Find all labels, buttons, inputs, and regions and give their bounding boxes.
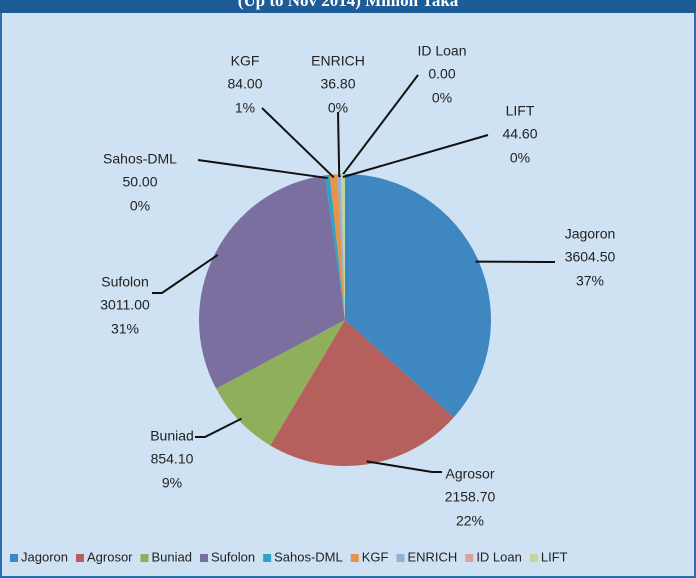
pie-slice [345,174,491,418]
pie-slice [340,174,345,320]
legend-label: Jagoron [21,549,68,564]
legend-swatch [140,554,149,562]
legend-swatch [10,554,18,562]
data-label-name: Buniad [150,428,194,444]
leader-line [197,159,328,180]
data-label-name: LIFT [506,103,535,119]
data-label-value: 44.60 [502,126,537,142]
data-label-name: KGF [231,53,260,69]
legend-swatch [75,554,84,562]
legend-swatch [529,554,538,562]
data-label-value: 0.00 [428,66,455,82]
data-label-percent: 0% [432,90,452,106]
data-label-value: 854.10 [151,451,194,467]
data-label-value: 3011.00 [100,297,150,313]
pie-slice [270,320,454,467]
data-label-percent: 9% [162,475,182,491]
data-label-value: 2158.70 [445,489,496,505]
data-label-name: Jagoron [565,226,616,242]
data-label-percent: 37% [576,273,604,289]
leader-line [340,74,419,178]
pie-slice [324,174,345,320]
title-bar [0,0,696,13]
leader-line [342,134,489,178]
data-label-value: 84.00 [227,76,262,92]
data-label-value: 36.80 [320,76,355,92]
data-label-value: 3604.50 [565,249,616,265]
data-label-percent: 0% [328,100,348,116]
legend-label: Buniad [152,549,192,564]
legend-label: LIFT [541,549,568,564]
data-label-name: ENRICH [311,53,365,69]
legend-label: ID Loan [476,549,522,564]
legend-label: Agrosor [87,549,133,564]
chart-title: (Up to Nov 2014) Million Taka [238,0,459,10]
pie-slice [198,175,345,389]
data-label-name: Sahos-DML [103,151,177,167]
legend-swatch [263,554,272,562]
data-label-name: Sufolon [101,274,148,290]
legend-label: ENRICH [407,549,457,564]
legend-swatch [465,554,474,562]
data-label-percent: 31% [111,321,139,337]
leader-line [337,111,341,178]
legend-label: Sahos-DML [274,549,343,564]
data-label-name: Agrosor [445,466,494,482]
data-label-percent: 22% [456,513,484,529]
legend-swatch [396,554,405,562]
leader-line [366,460,442,473]
pie-slice [329,174,345,320]
data-label-name: ID Loan [417,43,466,59]
legend-label: KGF [362,549,389,564]
pie-slice [216,320,345,446]
leader-line [195,417,242,438]
legend-swatch [200,554,208,562]
data-label-value: 50.00 [122,174,157,190]
pie-slice [337,174,345,320]
data-label-percent: 1% [235,100,255,116]
legend-swatch [350,554,359,562]
data-label-percent: 0% [130,198,150,214]
leader-line [152,254,219,294]
leader-line [261,107,335,179]
data-label-percent: 0% [510,150,530,166]
legend-label: Sufolon [211,549,255,564]
